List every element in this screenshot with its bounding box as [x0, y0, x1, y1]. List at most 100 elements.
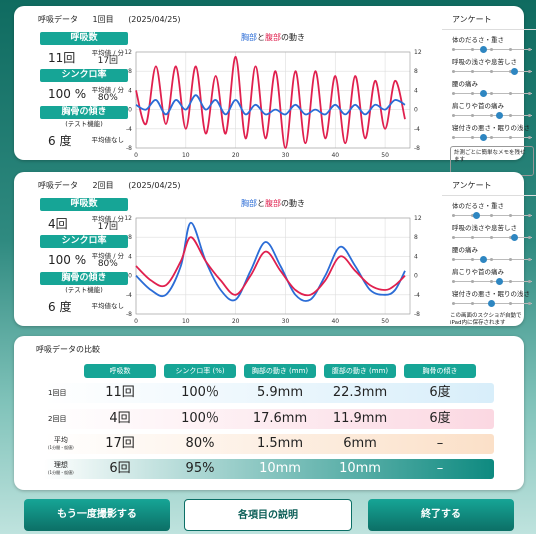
- slider-knob[interactable]: [480, 90, 488, 97]
- session1-label: 呼吸データ: [38, 15, 78, 24]
- sync-rate-label: シンクロ率: [40, 69, 128, 82]
- screenshot-note: この画面のスクショが自動で iPad内に保存されます: [450, 313, 522, 326]
- slider-knob[interactable]: [495, 112, 503, 119]
- tilt-note: 平均値なし: [91, 302, 125, 310]
- x-tick-label: 10: [182, 152, 190, 158]
- survey-slider[interactable]: [452, 46, 532, 53]
- session2-survey: アンケート 体のだるさ・重さ 呼吸の浅さや息苦しさ 腰の痛み 肩こりや首の痛み 寝付きの…: [442, 180, 536, 340]
- survey-slider[interactable]: [452, 300, 532, 307]
- cell-belly: 6mm: [343, 436, 377, 451]
- y-tick-label: 8: [128, 68, 132, 75]
- slider-knob[interactable]: [480, 46, 488, 53]
- survey-item-label: 腰の痛み: [452, 80, 478, 88]
- survey-item-label: 寝付きの悪さ・眠りの浅さ: [452, 290, 530, 298]
- tilt-label: 胸骨の傾き: [40, 106, 128, 119]
- row-label: 平均 (1分間・仮値): [48, 437, 74, 451]
- survey-item-label: 呼吸の浅さや息苦しさ: [452, 224, 517, 232]
- y-tick-label: -4: [126, 292, 132, 299]
- survey-slider[interactable]: [452, 68, 532, 75]
- y-tick-label-right: 0: [414, 273, 418, 280]
- x-tick-label: 40: [331, 318, 339, 324]
- avg-label: 平均値 / 分: [91, 86, 124, 94]
- cell-belly: 11.9mm: [332, 411, 388, 426]
- session2-chart: 胸部と腹部の動き -8 -8 -4 -4 0 0 4 4 8 8 12 12 0 10 20 30 40 50: [118, 198, 428, 325]
- cell-chest: 1.5mm: [256, 436, 303, 451]
- row-label-sub: (1分間・仮値): [48, 470, 74, 475]
- finish-button[interactable]: 終了する: [368, 499, 514, 531]
- tilt-value: 6 度: [48, 299, 72, 314]
- survey-slider[interactable]: [452, 234, 532, 241]
- survey-slider[interactable]: [452, 90, 532, 97]
- y-tick-label: 12: [124, 215, 132, 222]
- session1-chart: 胸部と腹部の動き -8 -8 -4 -4 0 0 4 4 8 8 12 12 0 10 20 30 40 50: [118, 32, 428, 159]
- cell-chest: 10mm: [259, 461, 301, 476]
- plot-frame: [135, 217, 411, 315]
- avg-label: 平均値 / 分: [91, 215, 124, 223]
- slider-knob[interactable]: [510, 234, 518, 241]
- cell-sync: 80%: [185, 436, 215, 451]
- breath-count-value: 11回: [48, 50, 76, 65]
- x-tick-label: 10: [182, 318, 190, 324]
- row-label: 2回目: [48, 415, 67, 423]
- chart-title-and: と: [257, 199, 265, 208]
- y-tick-label: -8: [126, 145, 132, 152]
- survey-slider[interactable]: [452, 256, 532, 263]
- slider-knob[interactable]: [488, 300, 495, 307]
- y-tick-label-right: 4: [414, 253, 418, 260]
- survey-item-label: 体のだるさ・重さ: [452, 202, 504, 210]
- survey-slider[interactable]: [452, 212, 532, 219]
- row-round2: 2回目 4回 100％ 17.6mm 11.9mm 6度: [44, 409, 494, 429]
- x-tick-label: 30: [282, 152, 290, 158]
- tilt-sub: (テスト機能): [65, 286, 103, 294]
- session2-stats: 呼吸数 4回 平均値 / 分 17回 シンクロ率 100 % 平均値 / 分 80%…: [40, 198, 128, 318]
- header-chest: 胸部の動き (mm): [244, 364, 316, 378]
- header-belly: 腹部の動き (mm): [324, 364, 396, 378]
- slider-knob[interactable]: [472, 212, 480, 219]
- x-tick-label: 30: [282, 318, 290, 324]
- explain-button[interactable]: 各項目の説明: [184, 499, 352, 531]
- y-tick-label-right: 4: [414, 87, 418, 94]
- chart-title-belly: 腹部: [265, 33, 281, 42]
- y-tick-label-right: 12: [414, 215, 422, 222]
- x-tick-label: 50: [381, 318, 389, 324]
- y-tick-label-right: -4: [414, 126, 420, 133]
- row-round1: 1回目 11回 100％ 5.9mm 22.3mm 6度: [44, 383, 494, 403]
- slider-knob[interactable]: [495, 278, 503, 285]
- breath-avg: 17回: [97, 222, 119, 232]
- y-tick-label-right: -8: [414, 145, 420, 152]
- x-tick-label: 0: [134, 318, 138, 324]
- session2-line-chart: -8 -8 -4 -4 0 0 4 4 8 8 12 12 0 10 20 30 40 50: [124, 215, 422, 325]
- x-tick-label: 20: [232, 318, 240, 324]
- retake-button[interactable]: もう一度撮影する: [24, 499, 170, 531]
- slider-knob[interactable]: [480, 134, 488, 141]
- cell-breath: 11回: [105, 385, 135, 400]
- session1-line-chart: -8 -8 -4 -4 0 0 4 4 8 8 12 12 0 10 20 30 40 50: [124, 49, 421, 159]
- session2-header: 呼吸データ 2回目 (2025/04/25): [38, 180, 193, 191]
- chart-title-suffix: の動き: [281, 199, 305, 208]
- session1-round: 1回目: [92, 15, 114, 24]
- y-tick-label-right: -8: [414, 311, 420, 318]
- sync-rate-value: 100 %: [48, 87, 87, 101]
- x-tick-label: 0: [134, 152, 138, 158]
- session1-survey: アンケート 体のだるさ・重さ 呼吸の浅さや息苦しさ 腰の痛み 肩こりや首の痛み 寝付きの…: [442, 14, 536, 176]
- series-line: [135, 221, 406, 302]
- cell-tilt: 6度: [429, 385, 451, 400]
- slider-knob[interactable]: [480, 256, 488, 263]
- survey-item-label: 肩こりや首の痛み: [452, 268, 504, 276]
- survey-item-label: 腰の痛み: [452, 246, 478, 254]
- row-label-sub: (1分間・仮値): [48, 445, 74, 450]
- sync-rate-label: シンクロ率: [40, 235, 128, 248]
- session1-card: 呼吸データ 1回目 (2025/04/25) 呼吸数 11回 平均値 / 分 17…: [14, 6, 536, 176]
- cell-chest: 5.9mm: [256, 385, 303, 400]
- session2-round: 2回目: [92, 181, 114, 190]
- breath-count-value: 4回: [48, 216, 68, 231]
- chart-title-and: と: [257, 33, 265, 42]
- survey-slider[interactable]: [452, 134, 532, 141]
- survey-slider[interactable]: [452, 278, 532, 285]
- tilt-value: 6 度: [48, 133, 72, 148]
- slider-knob[interactable]: [510, 68, 518, 75]
- y-tick-label: -4: [126, 126, 132, 133]
- tilt-label: 胸骨の傾き: [40, 272, 128, 285]
- breath-avg: 17回: [97, 56, 119, 66]
- survey-slider[interactable]: [452, 112, 532, 119]
